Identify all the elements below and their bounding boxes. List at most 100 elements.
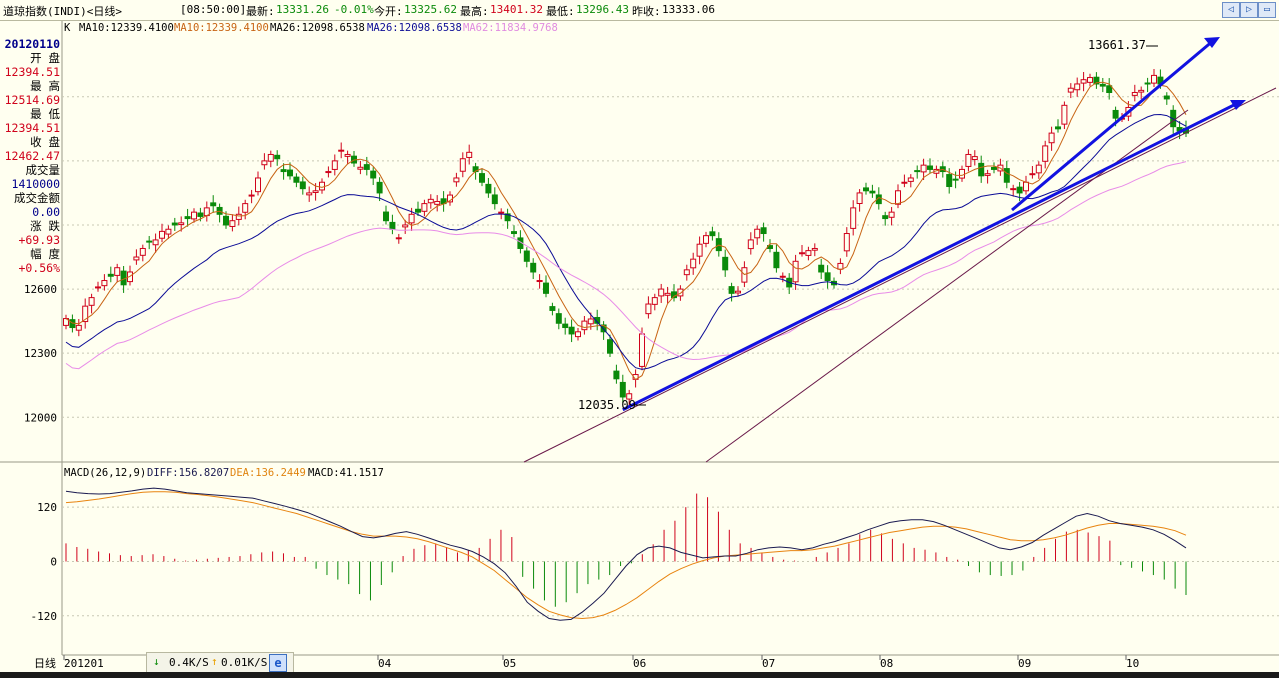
candle-body: [511, 231, 517, 235]
candle-body: [248, 194, 255, 197]
candle-body: [479, 173, 485, 183]
price-axis-ticks: 12000 12300 12600: [24, 283, 57, 424]
macd-tick-label: 120: [37, 501, 57, 514]
candle-body: [946, 174, 953, 188]
candle-body: [402, 224, 409, 228]
candle-body: [1144, 82, 1151, 85]
candle-body: [594, 316, 601, 324]
candle-body: [1087, 77, 1093, 83]
candle-body: [133, 256, 140, 261]
candle-body: [703, 235, 709, 244]
candle-body: [184, 216, 191, 220]
change-pct: -0.01%: [334, 3, 374, 16]
candle-body: [587, 318, 594, 325]
candle-body: [626, 393, 633, 400]
candle-body: [491, 194, 498, 205]
info-volume-value: 1410000: [11, 177, 60, 191]
footer-strip: [0, 672, 1279, 678]
candle-body: [504, 213, 511, 222]
candle-body: [965, 153, 972, 167]
candle-body: [613, 370, 620, 380]
candle-body: [1035, 164, 1042, 174]
date-tick-label: 201201: [64, 657, 104, 670]
restore-window-button[interactable]: ▭: [1258, 2, 1276, 18]
candle-body: [293, 176, 300, 183]
candle-body: [306, 192, 313, 196]
candle-body: [178, 222, 185, 226]
candle-body: [696, 243, 703, 257]
candle-body: [107, 273, 114, 277]
info-close-label: 收 盘: [30, 135, 60, 149]
latest-value: 13331.26: [276, 3, 329, 16]
candle-body: [754, 228, 761, 239]
scroll-left-button[interactable]: ◁: [1222, 2, 1240, 18]
info-open-value: 12394.51: [4, 65, 60, 79]
candle-body: [191, 211, 197, 220]
candle-body: [952, 178, 959, 181]
arrow-up-icon: ↑: [211, 655, 218, 668]
candle-body: [850, 207, 857, 229]
candle-body: [267, 153, 274, 162]
candle-body: [498, 211, 505, 214]
candle-body: [383, 211, 389, 222]
candle-body: [882, 215, 889, 220]
candle-body: [88, 297, 95, 306]
candle-body: [1093, 76, 1100, 85]
candle-body: [75, 324, 82, 331]
candle-body: [159, 230, 165, 239]
candle-body: [799, 252, 805, 255]
candle-body: [363, 164, 370, 170]
candle-body: [370, 170, 377, 179]
candle-body: [1042, 145, 1049, 162]
candle-body: [261, 160, 268, 166]
candle-body: [664, 292, 671, 296]
info-low-label: 最 低: [30, 107, 60, 121]
ie-icon[interactable]: e: [269, 654, 287, 672]
candle-body: [235, 213, 242, 220]
high-annotation: 13661.37: [1088, 38, 1146, 52]
candle-body: [843, 233, 850, 252]
trend-line-short: [1011, 38, 1215, 212]
candle-body: [459, 158, 466, 172]
date-tick-label: 06: [633, 657, 646, 670]
info-amount-value: 0.00: [32, 205, 60, 219]
candle-body: [677, 288, 684, 297]
candle-body: [1029, 173, 1036, 176]
info-high-value: 12514.69: [4, 93, 60, 107]
candle-body: [453, 177, 460, 183]
candle-body: [523, 250, 530, 262]
candle-body: [408, 213, 415, 224]
candle-body: [1106, 85, 1113, 94]
candle-body: [773, 251, 780, 269]
candle-body: [549, 306, 556, 311]
gridlines: [62, 96, 1279, 418]
candle-body: [709, 231, 716, 237]
macd-value-label: MACD:41.1517: [308, 467, 384, 479]
candle-body: [82, 305, 89, 323]
candle-body: [568, 326, 575, 335]
ma26-label-b: MA26:12098.6538: [367, 22, 462, 34]
candle-body: [971, 156, 978, 160]
info-panel: 20120110 开 盘 12394.51 最 高 12514.69 最 低 1…: [0, 21, 62, 461]
candle-body: [907, 177, 914, 182]
low-annotation: 12035.09: [578, 398, 636, 412]
date-tick-label: 09: [1018, 657, 1031, 670]
high-label: 最高:: [460, 5, 489, 18]
candle-body: [1055, 126, 1061, 130]
quote-time: [08:50:00]: [180, 3, 247, 16]
macd-dea-label: DEA:136.2449: [230, 467, 306, 479]
info-open-label: 开 盘: [30, 51, 60, 65]
candle-body: [299, 181, 306, 190]
macd-diff-label: DIFF:156.8207: [147, 467, 229, 479]
candle-body: [389, 221, 396, 230]
candle-body: [466, 151, 473, 158]
candle-body: [331, 160, 338, 170]
download-rate: 0.4K/S: [169, 656, 209, 669]
candle-body: [991, 167, 997, 170]
scroll-right-button[interactable]: ▷: [1240, 2, 1258, 18]
macd-tick-label: -120: [31, 610, 58, 623]
candle-body: [645, 303, 652, 315]
price-tick-label: 12000: [24, 411, 57, 424]
candle-body: [485, 183, 492, 194]
